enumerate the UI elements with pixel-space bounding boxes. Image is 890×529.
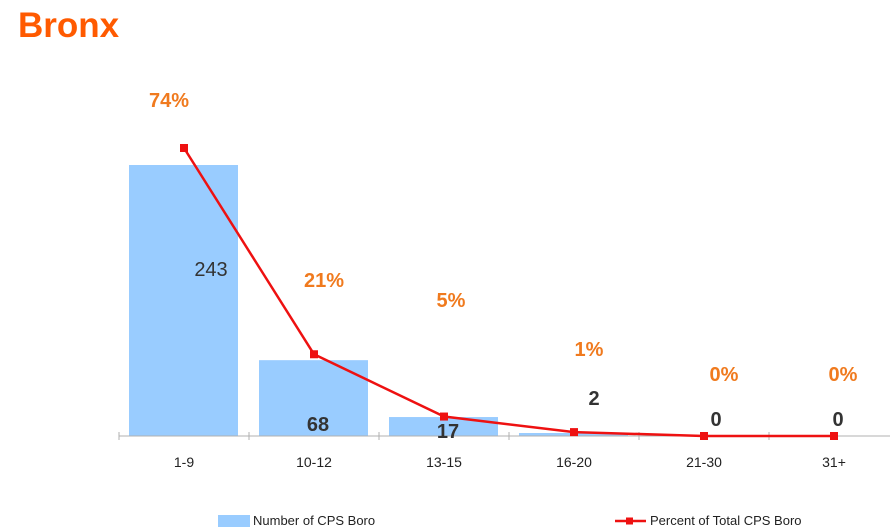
percent-line-group xyxy=(180,144,838,440)
bar-value-label: 0 xyxy=(832,409,843,431)
bar-value-label: 68 xyxy=(307,414,329,436)
percent-marker-21-30 xyxy=(700,432,708,440)
bar-value-label: 2 xyxy=(588,388,599,410)
x-axis: 1-9 10-12 13-15 16-20 21-30 31+ xyxy=(118,432,890,470)
legend: Number of CPS Boro Percent of Total CPS … xyxy=(218,513,802,528)
bar-value-label: 17 xyxy=(437,421,459,443)
bar-value-label: 243 xyxy=(194,259,227,281)
legend-swatch-line-marker xyxy=(626,517,633,525)
percent-value-label: 21% xyxy=(304,270,344,292)
percent-marker-13-15 xyxy=(440,412,448,421)
percent-value-label: 1% xyxy=(575,339,604,361)
legend-swatch-bar xyxy=(218,515,250,527)
x-tick-label: 21-30 xyxy=(686,454,722,470)
legend-label-line: Percent of Total CPS Boro xyxy=(650,513,802,528)
percent-value-label: 0% xyxy=(829,364,858,386)
percent-marker-31+ xyxy=(830,432,838,440)
x-tick-label: 13-15 xyxy=(426,454,462,470)
labels-group: 243 68 17 2 0 0 74% 21% 5% 1% 0% 0% xyxy=(149,90,858,443)
x-tick-label: 10-12 xyxy=(296,454,332,470)
bar-1-9 xyxy=(129,165,238,436)
x-tick-label: 31+ xyxy=(822,454,846,470)
percent-marker-1-9 xyxy=(180,144,188,152)
bar-value-label: 0 xyxy=(710,409,721,431)
percent-value-label: 5% xyxy=(437,290,466,312)
percent-line xyxy=(182,147,834,438)
bar-13-15 xyxy=(389,417,498,436)
percent-value-label: 0% xyxy=(710,364,739,386)
percent-marker-16-20 xyxy=(570,428,578,437)
bars-group xyxy=(129,165,628,436)
percent-marker-10-12 xyxy=(310,350,318,359)
chart-title: Bronx xyxy=(18,6,120,45)
x-tick-label: 16-20 xyxy=(556,454,592,470)
percent-value-label: 74% xyxy=(149,90,189,112)
legend-label-bar: Number of CPS Boro xyxy=(253,513,375,528)
x-tick-label: 1-9 xyxy=(174,454,194,470)
